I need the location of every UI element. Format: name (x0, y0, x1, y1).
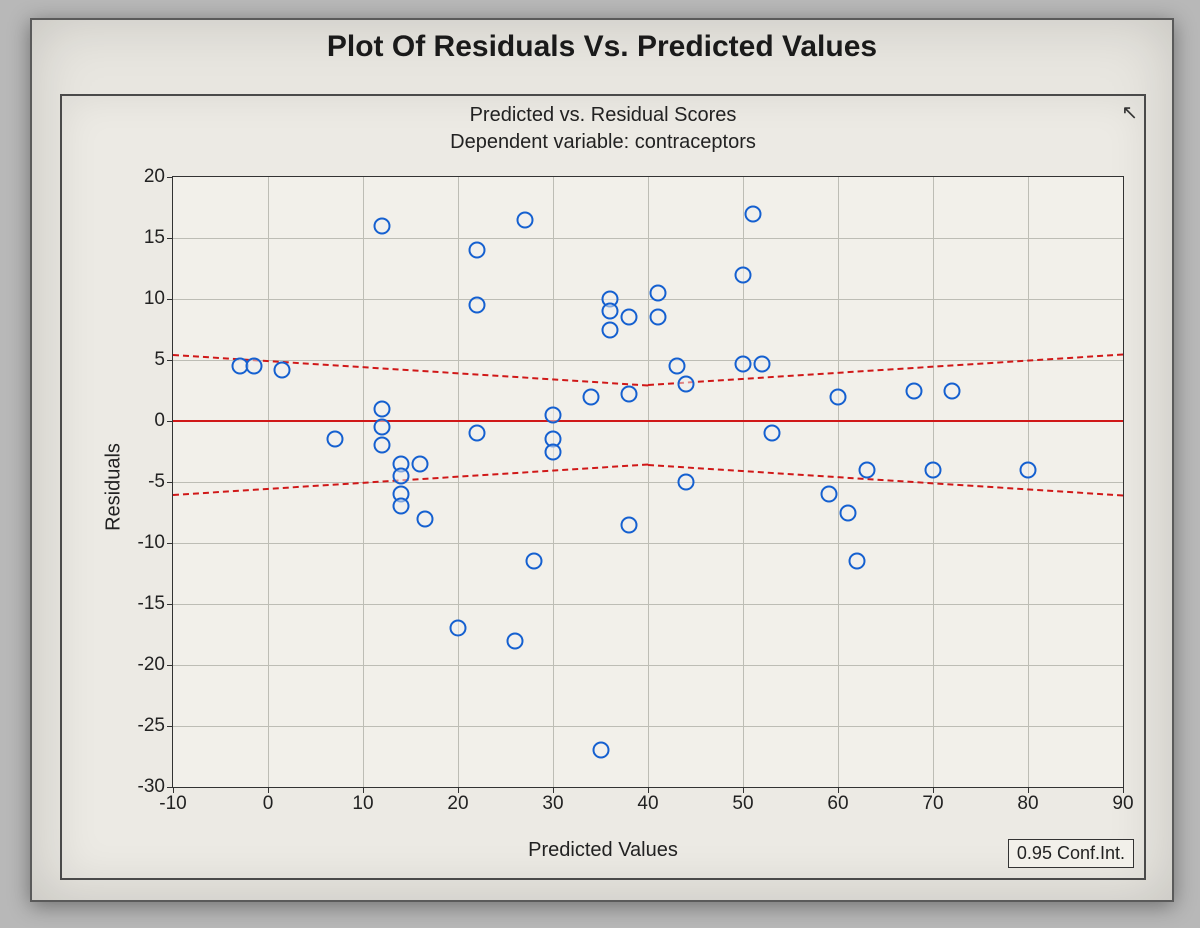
y-tick-label: 10 (117, 288, 165, 310)
y-tick-mark (167, 360, 173, 361)
data-point (469, 297, 486, 314)
x-tick-label: 20 (447, 793, 468, 815)
y-tick-mark (167, 238, 173, 239)
y-tick-label: -15 (117, 593, 165, 615)
x-tick-label: 30 (542, 793, 563, 815)
y-tick-mark (167, 787, 173, 788)
data-point (906, 382, 923, 399)
zero-reference-line (173, 420, 1123, 422)
data-point (374, 400, 391, 417)
data-point (839, 504, 856, 521)
grid-line-horizontal (173, 299, 1123, 300)
data-point (649, 309, 666, 326)
data-point (374, 419, 391, 436)
data-point (649, 284, 666, 301)
x-tick-label: 10 (352, 793, 373, 815)
grid-line-horizontal (173, 726, 1123, 727)
data-point (602, 303, 619, 320)
y-tick-label: 15 (117, 227, 165, 249)
grid-line-horizontal (173, 665, 1123, 666)
grid-line-horizontal (173, 360, 1123, 361)
grid-line-horizontal (173, 482, 1123, 483)
legend-box: 0.95 Conf.Int. (1008, 839, 1134, 868)
data-point (621, 516, 638, 533)
subtitle-line-1: Predicted vs. Residual Scores (62, 102, 1144, 129)
x-axis-label: Predicted Values (62, 839, 1144, 862)
y-tick-label: -30 (117, 776, 165, 798)
data-point (668, 358, 685, 375)
y-tick-label: -20 (117, 654, 165, 676)
subtitle-line-2: Dependent variable: contraceptors (62, 129, 1144, 156)
y-tick-mark (167, 482, 173, 483)
data-point (735, 266, 752, 283)
x-tick-label: 40 (637, 793, 658, 815)
y-tick-label: 5 (117, 349, 165, 371)
legend-label: 0.95 Conf.Int. (1017, 843, 1125, 863)
data-point (830, 388, 847, 405)
data-point (450, 620, 467, 637)
data-point (1020, 461, 1037, 478)
data-point (583, 388, 600, 405)
data-point (412, 455, 429, 472)
data-point (469, 425, 486, 442)
y-tick-mark (167, 177, 173, 178)
y-tick-label: -5 (117, 471, 165, 493)
data-point (416, 510, 433, 527)
y-tick-mark (167, 604, 173, 605)
chart-outer-frame: Plot Of Residuals Vs. Predicted Values ↖… (30, 18, 1174, 902)
data-point (393, 498, 410, 515)
data-point (849, 553, 866, 570)
data-point (763, 425, 780, 442)
data-point (374, 217, 391, 234)
y-tick-mark (167, 543, 173, 544)
x-tick-label: 70 (922, 793, 943, 815)
data-point (944, 382, 961, 399)
y-tick-label: -10 (117, 532, 165, 554)
grid-line-horizontal (173, 604, 1123, 605)
x-tick-label: 90 (1112, 793, 1133, 815)
y-tick-mark (167, 665, 173, 666)
conf-interval-lower (173, 464, 648, 496)
data-point (820, 486, 837, 503)
grid-line-horizontal (173, 543, 1123, 544)
data-point (545, 443, 562, 460)
data-point (744, 205, 761, 222)
grid-line-horizontal (173, 238, 1123, 239)
data-point (526, 553, 543, 570)
data-point (469, 242, 486, 259)
x-tick-label: 50 (732, 793, 753, 815)
data-point (374, 437, 391, 454)
data-point (245, 358, 262, 375)
plot-area: -100102030405060708090-30-25-20-15-10-50… (172, 176, 1124, 788)
data-point (858, 461, 875, 478)
chart-subtitle: Predicted vs. Residual Scores Dependent … (62, 102, 1144, 156)
chart-box: ↖ Predicted vs. Residual Scores Dependen… (60, 94, 1146, 880)
data-point (516, 211, 533, 228)
data-point (925, 461, 942, 478)
data-point (754, 355, 771, 372)
data-point (621, 309, 638, 326)
data-point (678, 474, 695, 491)
data-point (592, 742, 609, 759)
conf-interval-lower (648, 464, 1123, 496)
data-point (326, 431, 343, 448)
x-tick-label: 60 (827, 793, 848, 815)
data-point (678, 376, 695, 393)
y-tick-mark (167, 299, 173, 300)
data-point (621, 386, 638, 403)
data-point (735, 355, 752, 372)
chart-main-title: Plot Of Residuals Vs. Predicted Values (32, 30, 1172, 64)
data-point (602, 321, 619, 338)
x-tick-label: 0 (263, 793, 274, 815)
y-tick-mark (167, 726, 173, 727)
y-tick-label: -25 (117, 715, 165, 737)
x-tick-label: 80 (1017, 793, 1038, 815)
conf-interval-upper (648, 354, 1123, 386)
data-point (274, 361, 291, 378)
data-point (545, 406, 562, 423)
y-tick-label: 20 (117, 166, 165, 188)
data-point (507, 632, 524, 649)
data-point (393, 467, 410, 484)
y-tick-label: 0 (117, 410, 165, 432)
